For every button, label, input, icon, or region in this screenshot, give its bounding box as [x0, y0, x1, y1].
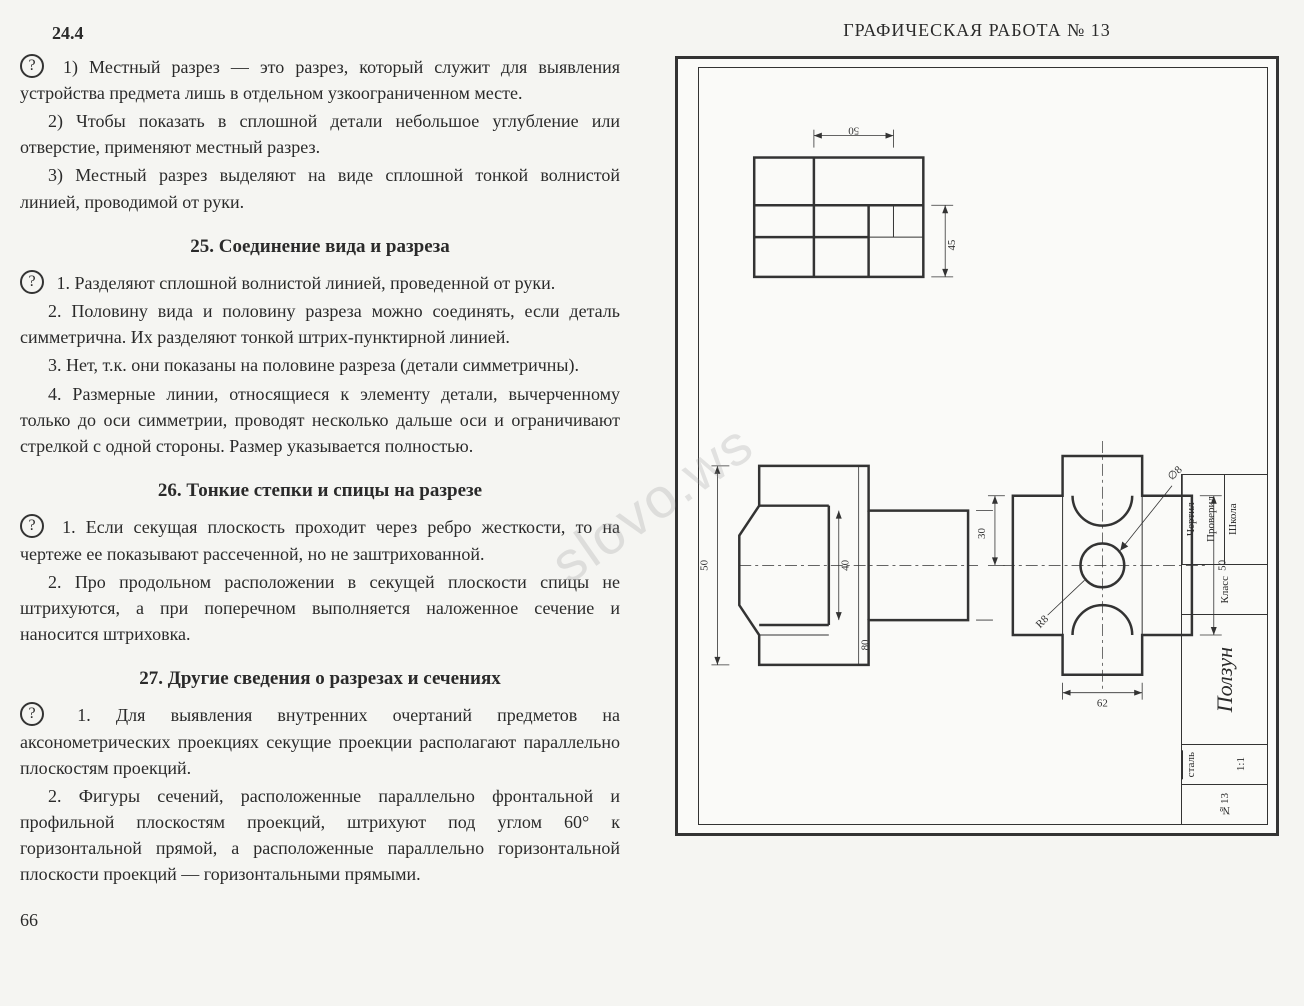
front-view: 50 40 80 — [699, 466, 993, 665]
heading-25: 25. Соединение вида и разреза — [20, 233, 620, 261]
left-page: 24.4 ? 1) Местный разрез — это разрез, к… — [0, 0, 650, 1006]
question-block-25: ? 1. Разделяют сплошной волнистой линией… — [20, 270, 620, 296]
sheet-number: №13 — [1217, 791, 1233, 818]
para-text: 1. Разделяют сплошной волнистой линией, … — [57, 273, 556, 293]
dim-label: 40 — [840, 559, 852, 570]
question-block-24: ? 1) Местный разрез — это разрез, которы… — [20, 54, 620, 106]
top-view: 50 45 — [754, 125, 958, 277]
tb-shkola: Школа — [1225, 475, 1268, 564]
para-text: 3. Нет, т.к. они показаны на половине ра… — [20, 352, 620, 378]
dim-label: 30 — [976, 528, 988, 539]
para-text: 1. Если секущая плоскость проходит через… — [20, 517, 620, 563]
para-text: 2) Чтобы показать в сплошной детали небо… — [20, 108, 620, 160]
material: сталь — [1182, 750, 1233, 779]
para-text: 2. Половину вида и половину разреза можн… — [20, 298, 620, 350]
question-block-26: ? 1. Если секущая плоскость проходит чер… — [20, 514, 620, 566]
page-number: 66 — [20, 907, 620, 933]
dim-label: 62 — [1097, 698, 1108, 710]
tb-chertil: Чертил — [1182, 475, 1203, 564]
heading-26: 26. Тонкие степки и спицы на разрезе — [20, 477, 620, 505]
right-page: ГРАФИЧЕСКАЯ РАБОТА № 13 — [650, 0, 1304, 1006]
dim-label: 50 — [848, 125, 859, 137]
drawing-frame: 50 45 — [675, 56, 1279, 836]
dim-label: 80 — [860, 639, 872, 650]
drawing-inner-frame: 50 45 — [698, 67, 1268, 825]
para-text: 1. Для выявления внутренних очертаний пр… — [20, 705, 620, 777]
drawing-title: ГРАФИЧЕСКАЯ РАБОТА № 13 — [675, 20, 1279, 41]
dim-label: R8 — [1034, 613, 1052, 631]
scale: 1:1 — [1233, 755, 1267, 773]
section-number: 24.4 — [52, 20, 620, 46]
para-text: 4. Размерные линии, относящиеся к элемен… — [20, 381, 620, 459]
title-block: Чертил Проверил Школа Класс Ползун сталь… — [1181, 474, 1267, 824]
question-icon: ? — [20, 702, 44, 726]
question-icon: ? — [20, 270, 44, 294]
heading-27: 27. Другие сведения о разрезах и сечения… — [20, 665, 620, 693]
dim-label: 45 — [946, 239, 958, 250]
tb-klass: Класс — [1217, 574, 1233, 605]
question-block-27: ? 1. Для выявления внутренних очертаний … — [20, 702, 620, 780]
tb-proveril: Проверил — [1203, 475, 1224, 564]
para-text: 2. Про продольном расположении в секущей… — [20, 569, 620, 647]
part-name: Ползун — [1210, 645, 1240, 714]
dim-label: 50 — [699, 559, 710, 570]
para-text: 2. Фигуры сечений, расположенные паралле… — [20, 783, 620, 887]
question-icon: ? — [20, 54, 44, 78]
question-icon: ? — [20, 514, 44, 538]
para-text: 1) Местный разрез — это разрез, который … — [20, 57, 620, 103]
para-text: 3) Местный разрез выделяют на виде сплош… — [20, 162, 620, 214]
